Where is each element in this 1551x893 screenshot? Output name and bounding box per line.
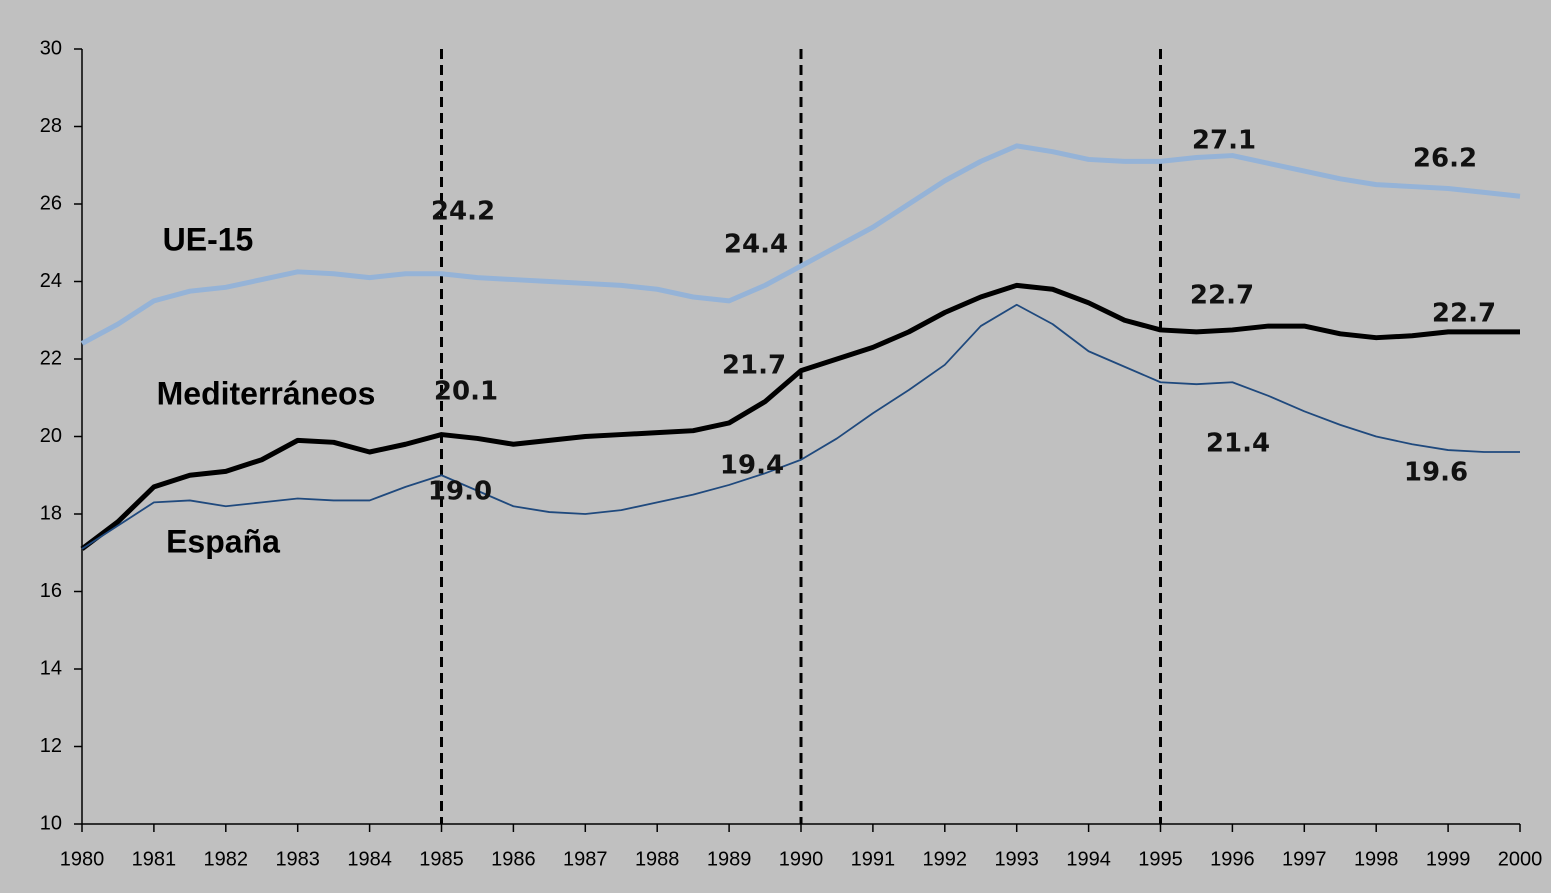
series-label: UE-15: [163, 221, 254, 257]
series-line: [80, 282, 1520, 551]
x-tick-label: 1996: [1210, 848, 1255, 870]
y-tick-label: 12: [40, 735, 62, 757]
y-tick-label: 28: [40, 115, 62, 137]
series-label: Mediterráneos: [157, 375, 376, 411]
x-tick-label: 1985: [419, 848, 464, 870]
y-tick-label: 14: [40, 657, 62, 679]
x-tick-label: 1999: [1426, 848, 1471, 870]
series-line: [80, 143, 1521, 346]
x-tick-label: 1988: [635, 848, 680, 870]
series-line: [81, 303, 1520, 550]
annotation: 24.4: [724, 230, 788, 260]
annotation: 27.1: [1192, 126, 1256, 156]
annotation: 24.2: [431, 197, 495, 227]
x-tick-label: 1995: [1138, 848, 1183, 870]
series-label: España: [166, 523, 280, 559]
x-tick-label: 1987: [563, 848, 608, 870]
x-tick-label: 1984: [347, 848, 392, 870]
y-tick-label: 16: [40, 580, 62, 602]
y-tick-label: 24: [40, 270, 62, 292]
y-tick-label: 18: [40, 502, 62, 524]
x-tick-label: 1989: [707, 848, 752, 870]
annotation: 19.4: [720, 451, 784, 481]
x-tick-label: 1994: [1066, 848, 1111, 870]
x-tick-label: 2000: [1498, 848, 1543, 870]
x-tick-label: 1992: [923, 848, 968, 870]
annotation: 19.6: [1404, 458, 1468, 488]
x-tick-label: 1991: [851, 848, 896, 870]
y-tick-label: 30: [40, 37, 62, 59]
x-tick-label: 1983: [275, 848, 320, 870]
annotation: 19.0: [428, 477, 492, 507]
y-tick-label: 10: [40, 812, 62, 834]
annotation: 20.1: [434, 377, 498, 407]
x-tick-label: 1998: [1354, 848, 1399, 870]
y-tick-label: 20: [40, 425, 62, 447]
x-tick-label: 1980: [60, 848, 105, 870]
x-tick-label: 1982: [204, 848, 249, 870]
annotation: 21.7: [722, 351, 786, 381]
annotation: 22.7: [1432, 299, 1496, 329]
annotation: 22.7: [1190, 281, 1254, 311]
x-tick-label: 1993: [994, 848, 1039, 870]
y-tick-label: 22: [40, 347, 62, 369]
annotation: 21.4: [1206, 429, 1270, 459]
x-tick-label: 1990: [779, 848, 824, 870]
annotation: 26.2: [1413, 144, 1477, 174]
x-tick-label: 1997: [1282, 848, 1327, 870]
x-tick-label: 1981: [132, 848, 177, 870]
x-tick-label: 1986: [491, 848, 536, 870]
y-tick-label: 26: [40, 192, 62, 214]
